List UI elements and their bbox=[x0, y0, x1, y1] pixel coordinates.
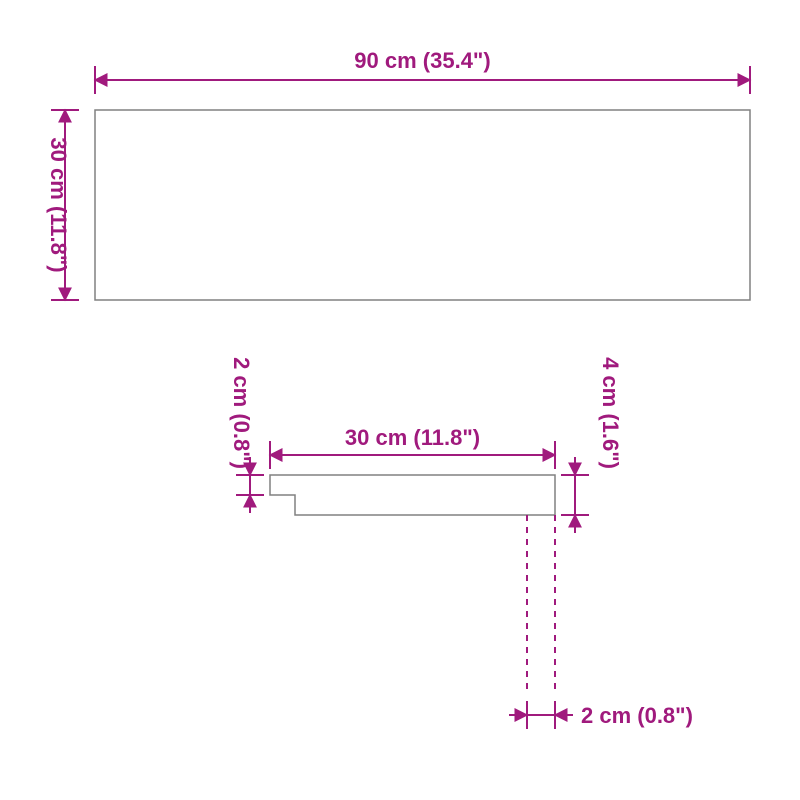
top-view-rect bbox=[95, 110, 750, 300]
dim-profile-width-label: 30 cm (11.8") bbox=[345, 425, 480, 450]
dimension-diagram: 90 cm (35.4") 30 cm (11.8") 30 cm (11.8") 2… bbox=[0, 0, 800, 800]
dim-height-label: 30 cm (11.8") bbox=[46, 137, 71, 272]
dim-right-thickness-label: 4 cm (1.6") bbox=[598, 357, 623, 469]
dim-bottom-gap-label: 2 cm (0.8") bbox=[581, 703, 693, 728]
dim-width-label: 90 cm (35.4") bbox=[354, 48, 490, 73]
profile-outline bbox=[270, 475, 555, 515]
dim-left-thickness-label: 2 cm (0.8") bbox=[229, 357, 254, 469]
